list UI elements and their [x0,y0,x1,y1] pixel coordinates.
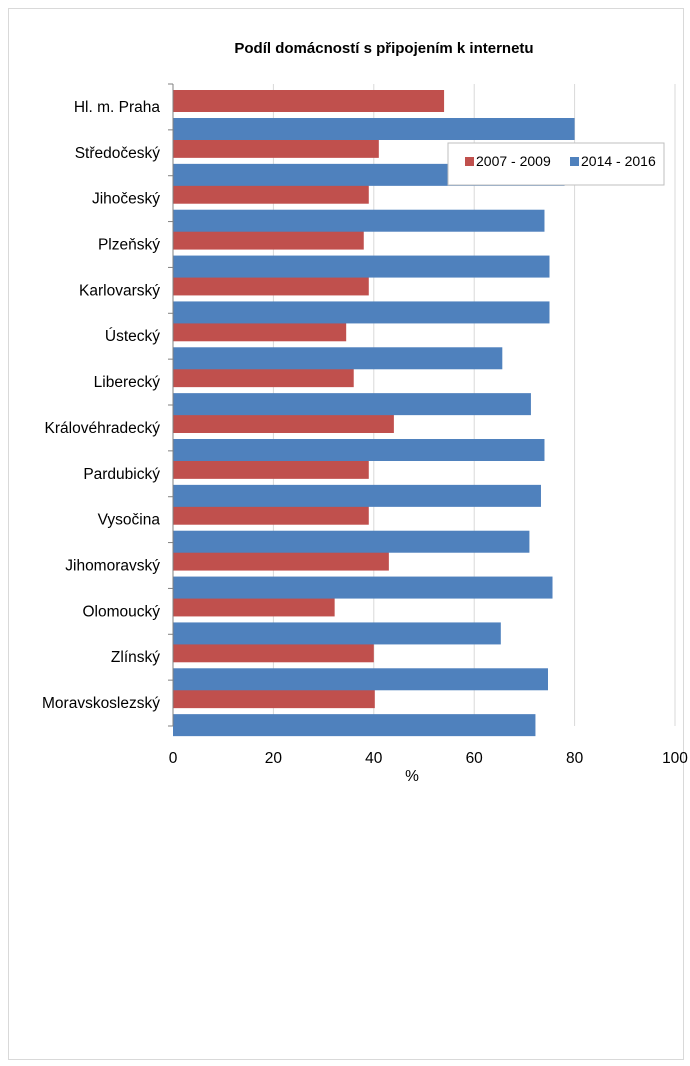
bars [173,90,575,737]
bar-series-2 [173,484,541,507]
legend-box [447,142,665,186]
bar-series-2 [173,530,530,553]
bar-series-2 [173,347,503,370]
bar-series-1 [173,273,369,296]
category-label: Karlovarský [79,282,160,299]
x-tick-label: 20 [265,750,283,767]
chart-title: Podíl domácností s připojením k internet… [234,40,533,57]
category-label: Moravskoslezský [42,695,160,712]
bar-series-1 [173,686,375,709]
x-tick-label: 0 [169,750,178,767]
category-label: Liberecký [94,374,161,391]
legend-label: 2007 - 2009 [476,153,551,169]
legend-label: 2014 - 2016 [581,153,656,169]
category-label: Hl. m. Praha [74,99,161,116]
bar-series-1 [173,456,369,479]
x-axis-label: % [405,768,419,785]
category-label: Olomoucký [82,603,160,620]
category-label: Vysočina [98,512,161,529]
bar-series-2 [173,118,575,140]
bar-series-1 [173,319,347,342]
bar-series-2 [173,714,536,737]
category-label: Jihomoravský [65,558,160,575]
category-label: Ústecký [105,328,160,345]
legend: 2007 - 2009 2014 - 2016 [447,142,665,186]
bar-series-2 [173,393,531,416]
axes [168,83,174,727]
category-label: Jihočeský [92,191,160,208]
bar-series-1 [173,548,389,571]
bar-series-2 [173,668,548,691]
bar-series-2 [173,439,545,461]
bar-series-2 [173,622,501,645]
bar-series-1 [173,411,394,433]
bar-series-1 [173,365,354,388]
category-label: Středočeský [75,145,161,162]
category-label: Královéhradecký [45,420,161,437]
bar-series-1 [173,181,369,204]
bar-series-1 [173,135,379,158]
x-tick-label: 80 [566,750,584,767]
bar-series-1 [173,594,335,617]
category-label: Zlínský [111,649,160,666]
bar-series-1 [173,640,374,663]
category-labels: Hl. m. Praha Středočeský Jihočeský Plzeňský… [42,99,160,712]
category-label: Plzeňský [98,237,160,254]
bar-series-2 [173,301,550,324]
x-tick-label: 100 [662,750,688,767]
bar-series-1 [173,90,445,112]
bar-series-2 [173,209,545,232]
category-label: Pardubický [83,466,160,483]
legend-swatch [465,157,474,166]
bar-series-2 [173,255,550,278]
bar-series-1 [173,227,364,250]
x-tick-labels: 0 20 40 60 80 100 [169,750,689,767]
x-tick-label: 40 [365,750,383,767]
x-tick-label: 60 [466,750,484,767]
legend-swatch [570,157,579,166]
bar-series-1 [173,502,369,525]
bar-series-2 [173,576,553,599]
